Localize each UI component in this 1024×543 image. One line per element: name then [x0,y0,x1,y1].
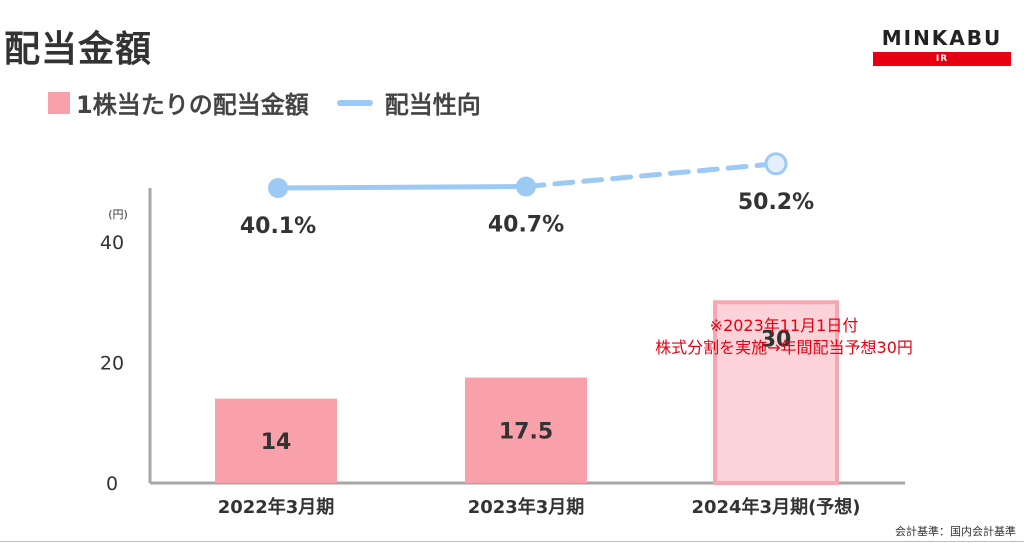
legend-swatch-line [336,99,373,106]
y-tick-label: 40 [100,232,124,254]
legend-item-payout-ratio: 配当性向 [336,85,481,120]
x-tick-label: 2024年3月期(予想) [691,496,860,518]
legend-item-dividend: 1株当たりの配当金額 [48,85,309,120]
payout-line-segment [275,184,529,191]
bar-value-label: 14 [261,430,292,455]
bar-value-label: 30 [761,327,792,352]
payout-value-label: 40.7% [488,213,564,238]
minkabu-logo: MINKABU IR [873,27,1011,66]
payout-point [764,152,788,176]
payout-value-label: 50.2% [738,190,814,215]
y-tick-label: 20 [100,353,124,375]
bottom-rule [0,541,1024,542]
y-axis-unit-label: (円) [108,208,128,221]
payout-line-segment [523,161,779,190]
payout-point [268,178,288,198]
x-tick-label: 2022年3月期 [218,496,335,518]
stock-split-note-line: ※2023年11月1日付 [710,316,859,335]
y-tick-label: 0 [106,473,118,495]
x-tick-label: 2023年3月期 [468,496,585,518]
payout-point [516,176,536,197]
page-title: 配当金額 [4,29,153,70]
bar-1 [215,398,337,483]
stock-split-note-line: 株式分割を実施→年間配当予想30円 [655,338,913,357]
bar-3 [713,300,839,485]
legend-swatch-bar [48,91,70,114]
logo-ir-bar: IR [873,52,1011,66]
bar-2 [465,377,587,483]
bar-value-label: 17.5 [499,419,553,444]
payout-value-label: 40.1% [240,214,316,239]
chart-legend: 1株当たりの配当金額 配当性向 [48,85,509,120]
legend-label-dividend: 1株当たりの配当金額 [76,91,309,119]
accounting-standard-note: 会計基準：国内会計基準 [895,525,1016,538]
logo-text: MINKABU [881,26,1003,50]
legend-label-payout-ratio: 配当性向 [384,91,481,119]
